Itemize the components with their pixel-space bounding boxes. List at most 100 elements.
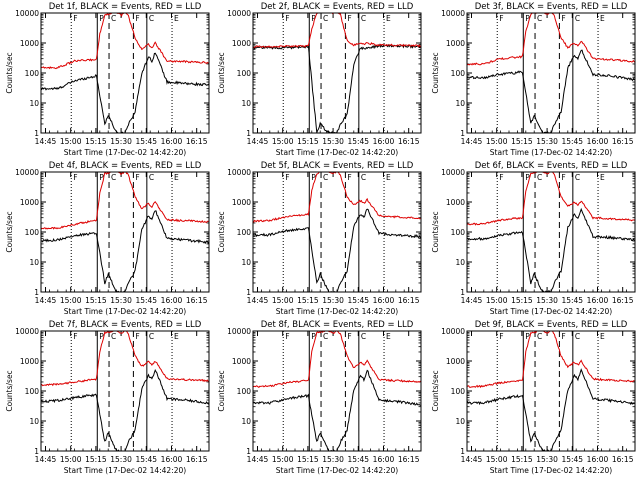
lld-series-line: [467, 172, 635, 226]
flag-label: E: [600, 14, 605, 23]
flag-label: F: [135, 173, 139, 182]
panel-5: Det 5f, BLACK = Events, RED = LLD Counts/…: [217, 161, 422, 316]
x-tick-label: 15:15: [85, 137, 107, 146]
panel-title: Det 5f, BLACK = Events, RED = LLD: [261, 161, 414, 171]
y-tick-label: 1: [460, 288, 465, 297]
x-axis-label: Start Time (17-Dec-02 14:42:20): [64, 148, 186, 157]
y-tick-label: 1000: [446, 39, 465, 48]
series-group: [253, 172, 421, 292]
y-tick-label: 10000: [15, 9, 39, 18]
x-tick-label: 16:15: [186, 296, 208, 305]
y-tick-label: 1: [34, 447, 39, 456]
x-tick-label: 15:00: [272, 296, 294, 305]
y-tick-label: 10000: [441, 168, 465, 177]
flag-label: E: [386, 332, 391, 341]
flag-label: C: [575, 332, 580, 341]
events-series-line: [467, 49, 635, 133]
x-tick-label: 15:15: [297, 455, 319, 464]
y-tick-label: 1000: [20, 198, 39, 207]
flag-label: C: [361, 173, 366, 182]
flag-label: F: [73, 332, 77, 341]
flag-label: C: [537, 332, 542, 341]
events-series-line: [41, 368, 209, 451]
flag-label: F: [347, 14, 351, 23]
x-tick-label: 14:45: [461, 137, 483, 146]
x-tick-label: 16:15: [612, 455, 634, 464]
flag-label: P: [311, 14, 316, 23]
y-tick-label: 1: [246, 129, 251, 138]
x-tick-label: 15:00: [486, 455, 508, 464]
flag-label: E: [174, 332, 179, 341]
x-tick-label: 14:45: [35, 296, 57, 305]
y-tick-label: 100: [237, 228, 252, 237]
x-tick-label: 15:30: [322, 455, 344, 464]
events-series-line: [253, 43, 421, 133]
x-tick-label: 16:00: [161, 296, 183, 305]
x-tick-label: 14:45: [247, 455, 269, 464]
flag-label: F: [135, 14, 139, 23]
x-tick-label: 15:45: [561, 455, 583, 464]
y-axis-label: Counts/sec: [5, 211, 14, 252]
flag-label: F: [561, 14, 565, 23]
y-tick-label: 1000: [20, 357, 39, 366]
lld-series-line: [467, 13, 635, 66]
y-tick-label: 100: [237, 69, 252, 78]
flag-label: E: [174, 173, 179, 182]
flag-label: E: [386, 14, 391, 23]
flag-label: F: [561, 173, 565, 182]
flag-label: C: [111, 332, 116, 341]
flag-label: C: [537, 14, 542, 23]
y-tick-label: 10000: [15, 327, 39, 336]
events-series-line: [41, 210, 209, 292]
x-tick-label: 15:45: [561, 296, 583, 305]
lld-series-line: [41, 13, 209, 70]
x-tick-label: 15:30: [322, 296, 344, 305]
y-axis-label: Counts/sec: [431, 52, 440, 93]
y-tick-label: 10: [455, 417, 465, 426]
flag-label: P: [99, 14, 104, 23]
panel-4: Det 4f, BLACK = Events, RED = LLD Counts/…: [5, 161, 210, 316]
y-tick-label: 1: [34, 129, 39, 138]
panel-title: Det 1f, BLACK = Events, RED = LLD: [49, 2, 202, 12]
flag-label: C: [323, 332, 328, 341]
flag-label: P: [311, 332, 316, 341]
y-tick-label: 10000: [227, 327, 251, 336]
flag-label: C: [361, 14, 366, 23]
x-tick-label: 16:00: [373, 137, 395, 146]
flag-label: E: [600, 332, 605, 341]
x-tick-label: 15:00: [60, 296, 82, 305]
panel-title: Det 6f, BLACK = Events, RED = LLD: [475, 161, 628, 171]
y-tick-label: 10000: [15, 168, 39, 177]
y-tick-label: 1: [460, 447, 465, 456]
x-axis-label: Start Time (17-Dec-02 14:42:20): [490, 466, 612, 475]
flag-label: E: [600, 173, 605, 182]
x-axis-label: Start Time (17-Dec-02 14:42:20): [276, 148, 398, 157]
x-tick-label: 15:45: [347, 137, 369, 146]
x-tick-label: 14:45: [461, 455, 483, 464]
x-tick-label: 15:15: [85, 455, 107, 464]
x-tick-label: 15:45: [135, 296, 157, 305]
panel-1: Det 1f, BLACK = Events, RED = LLD Counts/…: [5, 2, 210, 157]
x-tick-label: 15:30: [110, 455, 132, 464]
x-tick-label: 15:00: [486, 137, 508, 146]
x-tick-label: 15:30: [536, 455, 558, 464]
flag-label: C: [111, 173, 116, 182]
y-tick-label: 10: [29, 99, 39, 108]
panel-3: Det 3f, BLACK = Events, RED = LLD Counts/…: [431, 2, 636, 157]
flag-label: P: [525, 14, 530, 23]
x-tick-label: 15:30: [536, 137, 558, 146]
flag-label: C: [575, 173, 580, 182]
y-tick-label: 10: [29, 258, 39, 267]
y-tick-label: 1000: [232, 39, 251, 48]
panel-7: Det 7f, BLACK = Events, RED = LLD Counts/…: [5, 320, 210, 475]
x-tick-label: 16:15: [612, 137, 634, 146]
x-tick-label: 16:15: [612, 296, 634, 305]
y-tick-label: 100: [25, 387, 40, 396]
y-tick-label: 10: [241, 99, 251, 108]
x-tick-label: 14:45: [461, 296, 483, 305]
series-group: [467, 13, 635, 133]
x-axis-label: Start Time (17-Dec-02 14:42:20): [276, 466, 398, 475]
y-axis-label: Counts/sec: [5, 52, 14, 93]
lld-series-line: [41, 172, 209, 230]
plot-frame: [466, 12, 636, 134]
